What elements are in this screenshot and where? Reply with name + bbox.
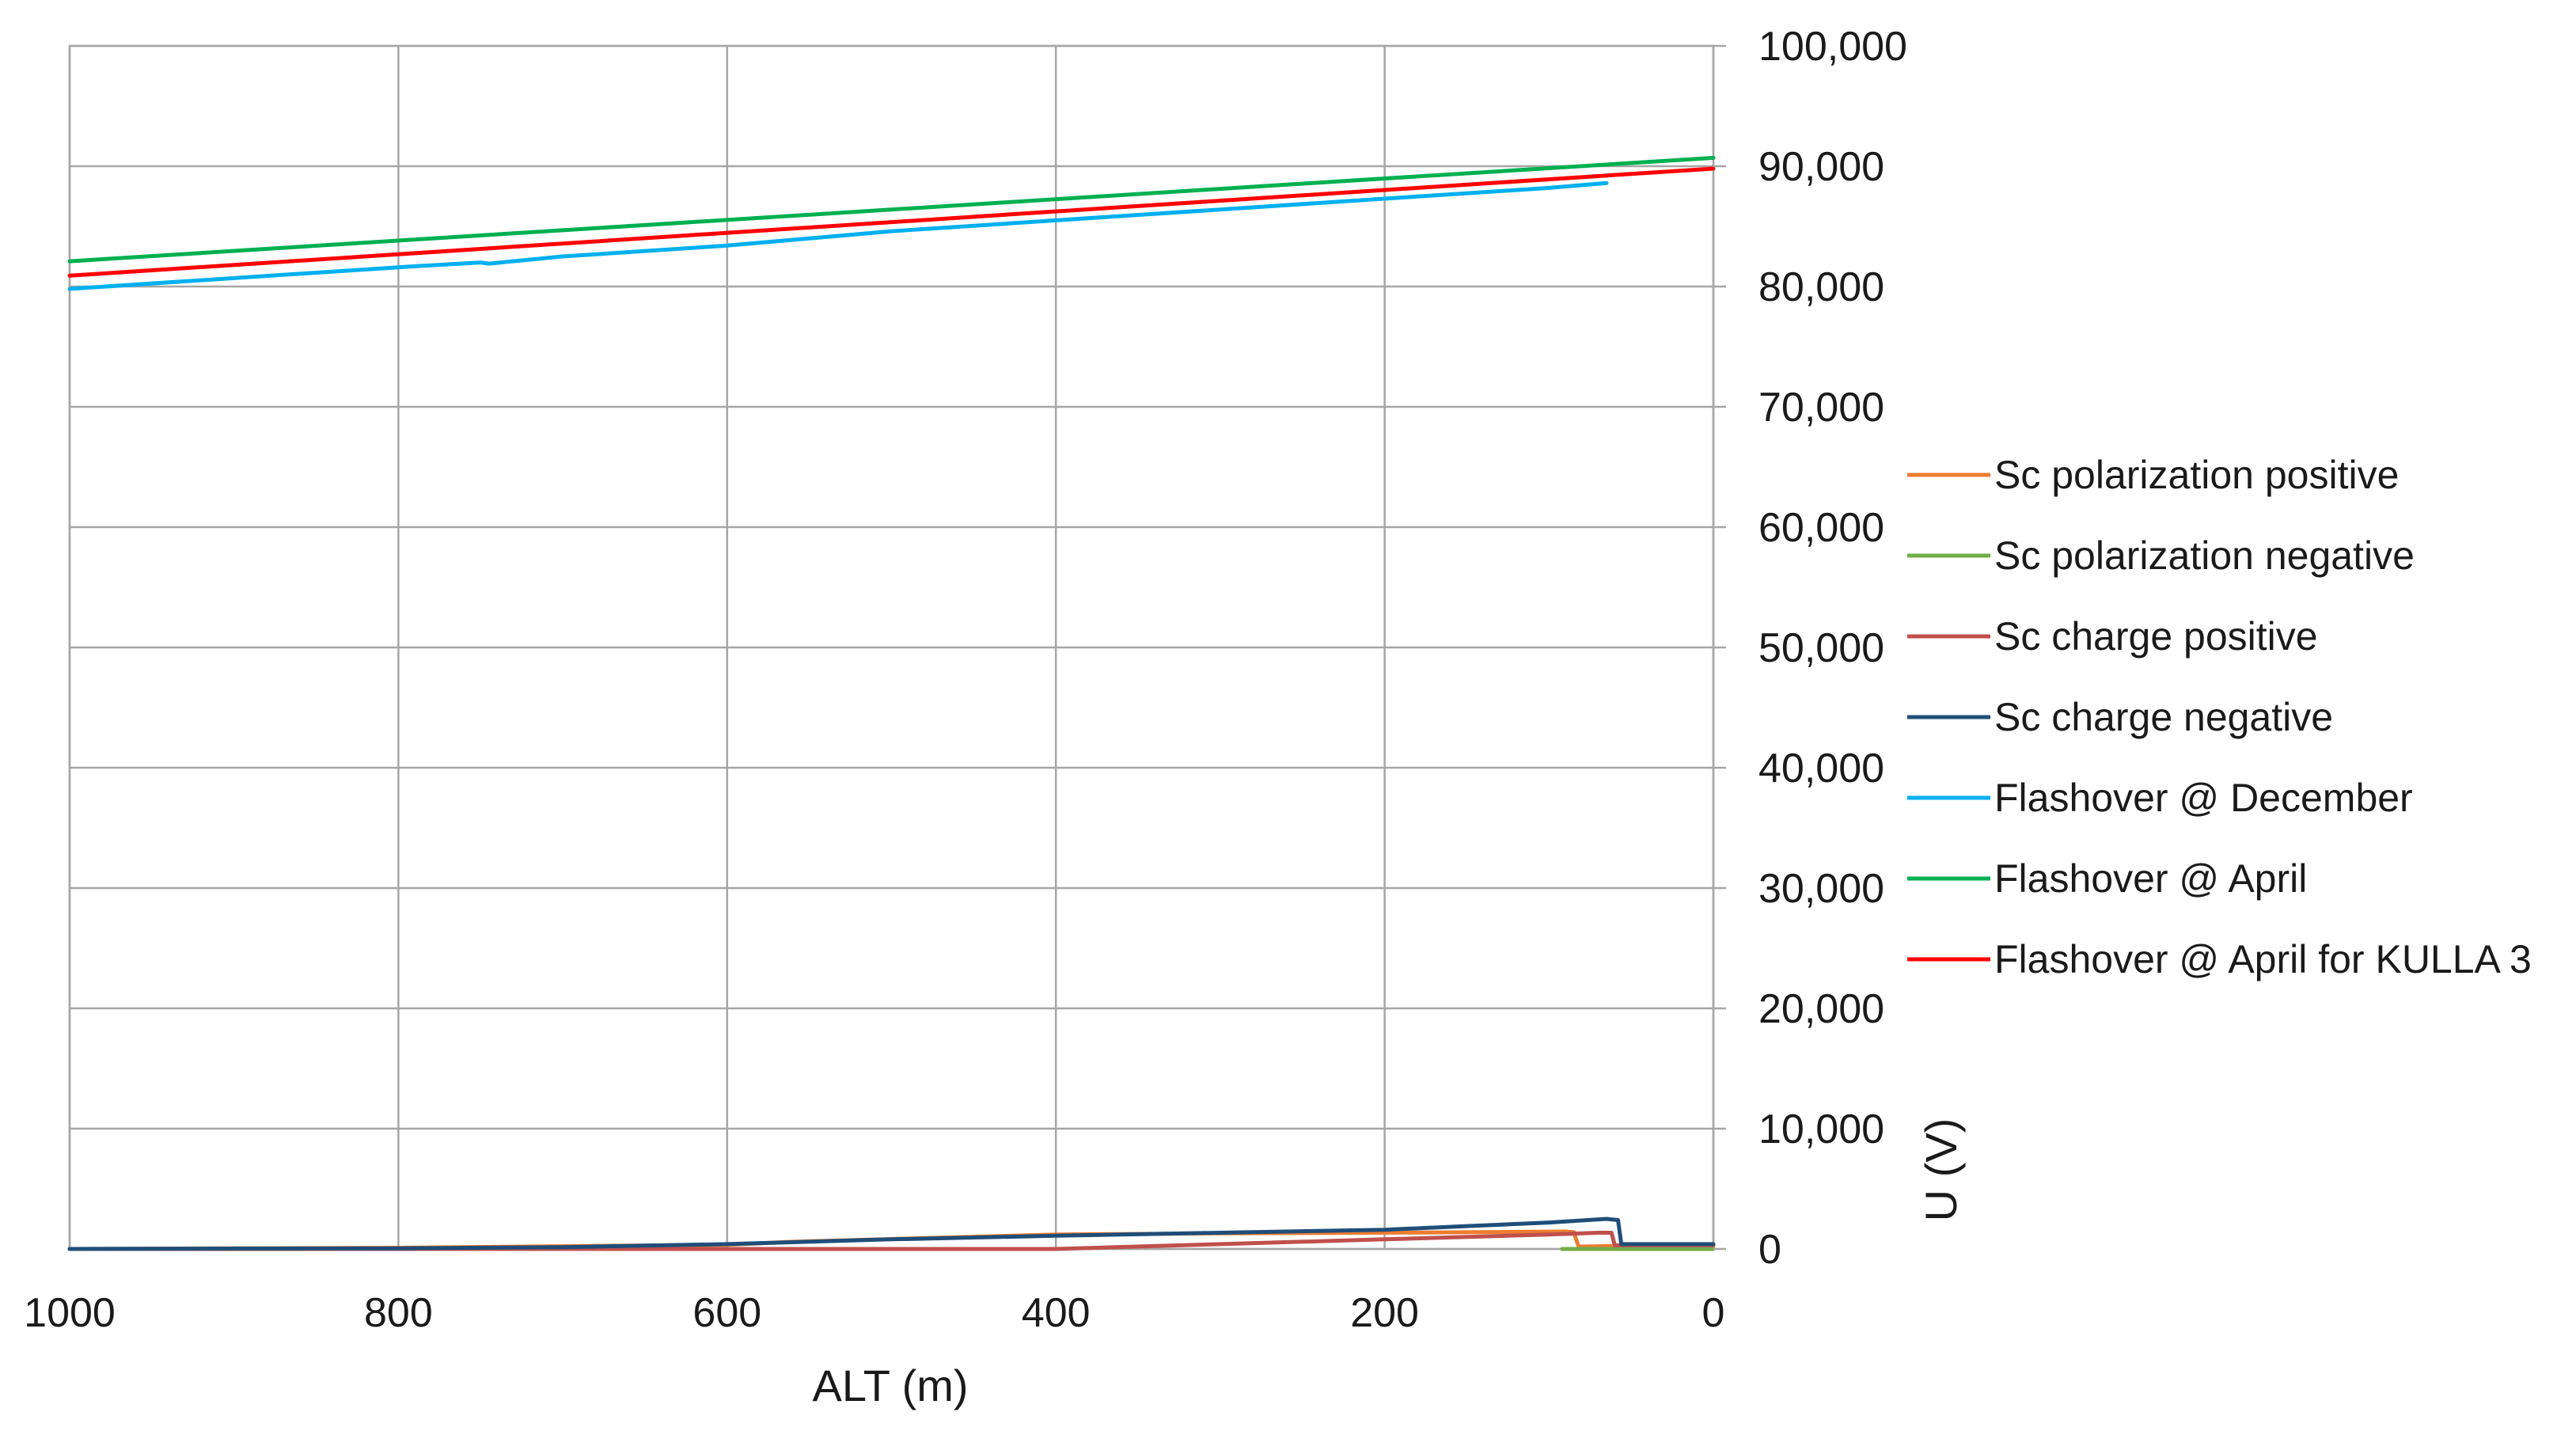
series-line-4	[67, 1217, 1716, 1251]
series-line-7	[67, 166, 1716, 278]
legend-label: Sc charge negative	[1994, 695, 2333, 739]
legend: Sc polarization positive Sc polarization …	[1907, 453, 2532, 981]
y-axis-ticks: 0 10,000 20,000 30,000 40,000 50,000 60,000 70,…	[1713, 24, 1907, 1273]
x-axis-ticks: 1000 800 600 400 200 0	[24, 1290, 1724, 1336]
y-tick-label: 70,000	[1758, 385, 1884, 431]
series-line-6	[67, 155, 1716, 264]
legend-label: Flashover @ April	[1994, 856, 2307, 901]
legend-label: Sc polarization positive	[1994, 453, 2399, 497]
y-tick-label: 0	[1758, 1227, 1781, 1273]
y-tick-label: 100,000	[1758, 24, 1907, 70]
x-tick-label: 600	[692, 1290, 761, 1336]
y-axis-title: U (V)	[1916, 1118, 1966, 1222]
y-tick-label: 10,000	[1758, 1106, 1884, 1152]
legend-label: Sc polarization negative	[1994, 533, 2415, 578]
x-tick-label: 1000	[24, 1290, 116, 1336]
x-tick-label: 200	[1350, 1290, 1419, 1336]
legend-label: Flashover @ December	[1994, 776, 2413, 820]
y-tick-label: 20,000	[1758, 986, 1884, 1032]
legend-label: Sc charge positive	[1994, 614, 2318, 659]
x-tick-label: 400	[1022, 1290, 1091, 1336]
y-tick-label: 30,000	[1758, 866, 1884, 912]
x-axis-title: ALT (m)	[812, 1361, 968, 1410]
series-lines	[67, 155, 1716, 1251]
series-line-3	[67, 1231, 1716, 1251]
series-line-5	[67, 180, 1609, 291]
y-tick-label: 90,000	[1758, 144, 1884, 190]
y-tick-label: 80,000	[1758, 264, 1884, 310]
legend-label: Flashover @ April for KULLA 3	[1994, 937, 2532, 981]
x-tick-label: 0	[1702, 1290, 1725, 1336]
y-tick-label: 40,000	[1758, 746, 1884, 791]
y-tick-label: 60,000	[1758, 505, 1884, 551]
y-tick-label: 50,000	[1758, 625, 1884, 671]
grid-lines	[68, 44, 1715, 1251]
x-tick-label: 800	[364, 1290, 433, 1336]
